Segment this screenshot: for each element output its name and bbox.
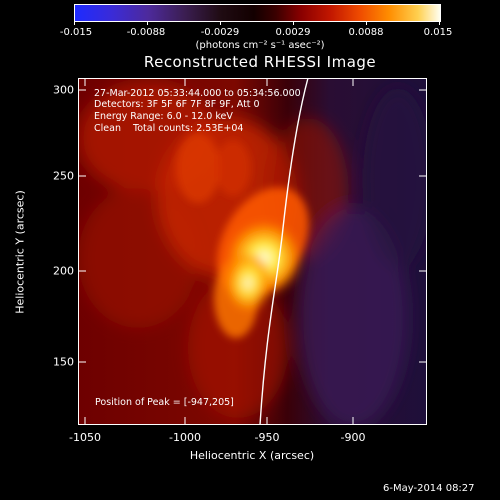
annotation-method: Clean Total counts: 2.53E+04 xyxy=(94,123,244,134)
colorbar-tick xyxy=(74,21,75,25)
plot-frame xyxy=(78,78,427,425)
colorbar-tick xyxy=(293,21,294,25)
rhessi-image xyxy=(78,78,427,425)
x-tick-label: -950 xyxy=(254,431,280,444)
x-tick-label: -1050 xyxy=(69,431,101,444)
axis-ticks xyxy=(78,78,427,425)
annotation-peak-position: Position of Peak = [-947,205] xyxy=(95,397,234,408)
colorbar-tick-label: 0.015 xyxy=(423,27,453,38)
y-axis-label: Heliocentric Y (arcsec) xyxy=(13,190,27,314)
y-tick-label: 200 xyxy=(53,264,74,278)
x-tick-label: -900 xyxy=(340,431,366,444)
colorbar xyxy=(74,4,441,22)
y-tick-label: 250 xyxy=(53,169,74,183)
footer-date: 6-May-2014 08:27 xyxy=(383,483,475,494)
colorbar-tick-label: -0.015 xyxy=(59,27,93,38)
emission-core xyxy=(176,133,309,338)
annotation-time-range: 27-Mar-2012 05:33:44.000 to 05:34:56.000 xyxy=(94,88,301,99)
colorbar-gradient xyxy=(75,5,440,21)
colorbar-tick-label: -0.0029 xyxy=(200,27,240,38)
colorbar-tick xyxy=(439,21,440,25)
colorbar-tick xyxy=(147,21,148,25)
x-tick-label: -1000 xyxy=(169,431,201,444)
annotation-detectors: Detectors: 3F 5F 6F 7F 8F 9F, Att 0 xyxy=(94,99,260,110)
colorbar-tick-label: 0.0029 xyxy=(275,27,311,38)
solar-limb-line xyxy=(259,78,309,425)
image-canvas xyxy=(78,78,427,425)
colorbar-tick-label: -0.0088 xyxy=(126,27,166,38)
annotation-energy-range: Energy Range: 6.0 - 12.0 keV xyxy=(94,111,233,122)
colorbar-units: (photons cm⁻² s⁻¹ asec⁻²) xyxy=(195,40,325,51)
plot-title: Reconstructed RHESSI Image xyxy=(143,53,377,71)
colorbar-tick xyxy=(366,21,367,25)
x-axis-label: Heliocentric X (arcsec) xyxy=(189,449,315,462)
y-tick-label: 150 xyxy=(53,355,74,369)
y-tick-label: 300 xyxy=(53,83,74,97)
colorbar-tick xyxy=(220,21,221,25)
colorbar-tick-label: 0.0088 xyxy=(348,27,384,38)
